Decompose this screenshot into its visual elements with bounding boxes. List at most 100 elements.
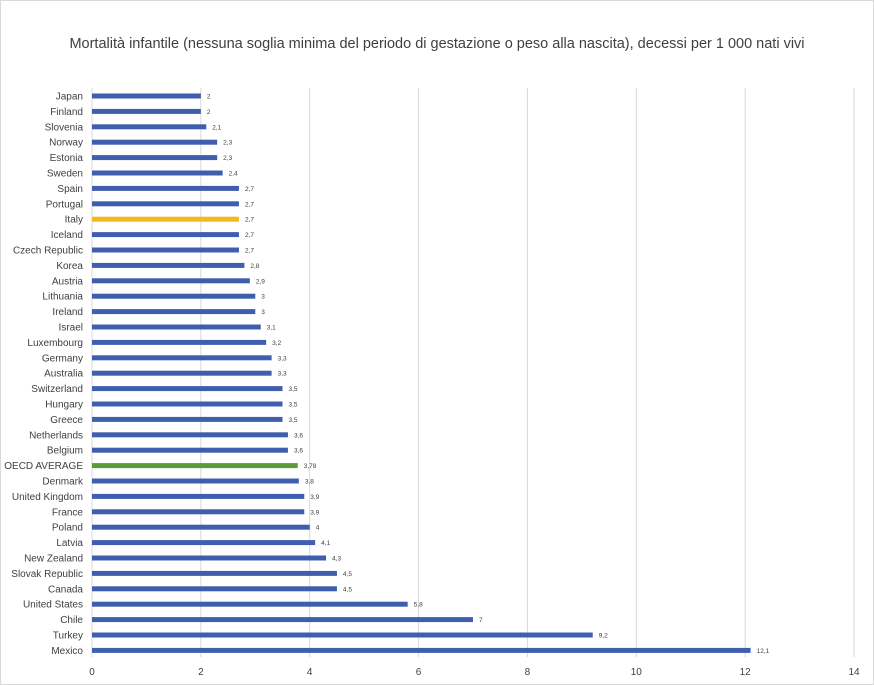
category-label: Switzerland <box>31 384 83 395</box>
bar-australia <box>92 370 272 376</box>
category-label: United States <box>23 600 83 611</box>
category-label: United Kingdom <box>12 492 83 503</box>
value-label: 4,3 <box>332 556 341 563</box>
bar-lithuania <box>92 293 256 299</box>
category-label: Hungary <box>45 400 83 411</box>
value-label: 4 <box>316 525 320 532</box>
bar-estonia <box>92 155 218 161</box>
value-labels: 2 2 2,1 2,3 2,3 2,4 2,7 2,7 2,7 2,7 2,7 2,8 2,9 3 3 3,1… <box>207 94 770 655</box>
category-label: Iceland <box>51 230 83 241</box>
bar-united-kingdom <box>92 493 305 499</box>
x-tick-label: 0 <box>89 667 95 678</box>
value-label: 3,8 <box>305 479 314 486</box>
bar-luxembourg <box>92 339 267 345</box>
bar-greece <box>92 416 283 422</box>
value-label: 4,5 <box>343 571 352 578</box>
value-label: 3,9 <box>310 494 319 501</box>
value-label: 4,1 <box>321 540 330 547</box>
x-tick-label: 12 <box>740 667 752 678</box>
category-label: Turkey <box>53 631 83 642</box>
x-tick-label: 6 <box>416 667 422 678</box>
bar-hungary <box>92 401 283 407</box>
value-label: 3,1 <box>267 325 276 332</box>
bar-slovak-republic <box>92 570 337 576</box>
bar-japan <box>92 93 201 99</box>
bar-ireland <box>92 309 256 315</box>
category-label: Belgium <box>47 446 83 457</box>
category-label: Norway <box>49 138 83 149</box>
category-label: Latvia <box>56 538 83 549</box>
value-label: 3,6 <box>294 448 303 455</box>
value-label: 2,8 <box>250 263 259 270</box>
x-tick-label: 2 <box>198 667 204 678</box>
bar-portugal <box>92 201 239 207</box>
value-label: 3,5 <box>289 417 298 424</box>
value-label: 2,7 <box>245 217 254 224</box>
value-label: 3,9 <box>310 509 319 516</box>
value-label: 3,78 <box>304 463 317 470</box>
category-label: Mexico <box>51 646 83 657</box>
chart-title: Mortalità infantile (nessuna soglia mini… <box>69 36 805 52</box>
bar-poland <box>92 524 310 530</box>
value-label: 2,9 <box>256 278 265 285</box>
bar-canada <box>92 586 337 592</box>
bar-slovenia <box>92 124 207 130</box>
bar-czech-republic <box>92 247 239 253</box>
category-label: Denmark <box>42 477 84 488</box>
bar-france <box>92 509 305 515</box>
bar-turkey <box>92 632 593 638</box>
bar-korea <box>92 262 245 268</box>
value-label: 4,5 <box>343 586 352 593</box>
value-label: 2,7 <box>245 186 254 193</box>
bar-denmark <box>92 478 299 484</box>
value-label: 3,6 <box>294 432 303 439</box>
category-label: Australia <box>44 369 83 380</box>
category-label: Greece <box>50 415 83 426</box>
value-label: 2,7 <box>245 201 254 208</box>
bar-iceland <box>92 232 239 238</box>
category-label: New Zealand <box>24 554 83 565</box>
bar-new-zealand <box>92 555 327 561</box>
value-label: 3,2 <box>272 340 281 347</box>
category-label: Austria <box>52 276 84 287</box>
category-label: Estonia <box>50 153 84 164</box>
value-label: 3,3 <box>278 355 287 362</box>
value-label: 5,8 <box>414 602 423 609</box>
category-label: Poland <box>52 523 83 534</box>
category-label: Chile <box>60 615 83 626</box>
bar-latvia <box>92 540 316 546</box>
value-label: 2,3 <box>223 140 232 147</box>
value-label: 2,4 <box>229 171 238 178</box>
bars <box>92 93 751 653</box>
bar-norway <box>92 139 218 145</box>
value-label: 2,7 <box>245 232 254 239</box>
category-label: Spain <box>57 184 83 195</box>
category-label: Germany <box>42 353 83 364</box>
bar-italy <box>92 216 239 222</box>
category-label: Netherlands <box>29 430 83 441</box>
value-label: 9,2 <box>599 633 608 640</box>
value-label: 3,3 <box>278 371 287 378</box>
bar-oecd-average <box>92 463 298 469</box>
category-label: Portugal <box>46 199 83 210</box>
bar-chile <box>92 617 473 623</box>
category-label: Korea <box>56 261 83 272</box>
value-label: 3,5 <box>289 386 298 393</box>
value-label: 3 <box>261 309 265 316</box>
value-label: 2,1 <box>212 124 221 131</box>
bar-mexico <box>92 647 751 653</box>
category-label: Czech Republic <box>13 246 83 257</box>
bar-netherlands <box>92 432 288 438</box>
category-label: Finland <box>50 107 83 118</box>
category-label: Sweden <box>47 169 83 180</box>
bar-switzerland <box>92 386 283 392</box>
category-label: Ireland <box>52 307 83 318</box>
category-label: Slovak Republic <box>11 569 83 580</box>
category-label: Lithuania <box>42 292 83 303</box>
value-label: 3 <box>261 294 265 301</box>
category-label: Canada <box>48 584 83 595</box>
bar-germany <box>92 355 272 361</box>
category-label: Slovenia <box>45 122 84 133</box>
value-label: 2 <box>207 109 211 116</box>
bar-sweden <box>92 170 223 176</box>
